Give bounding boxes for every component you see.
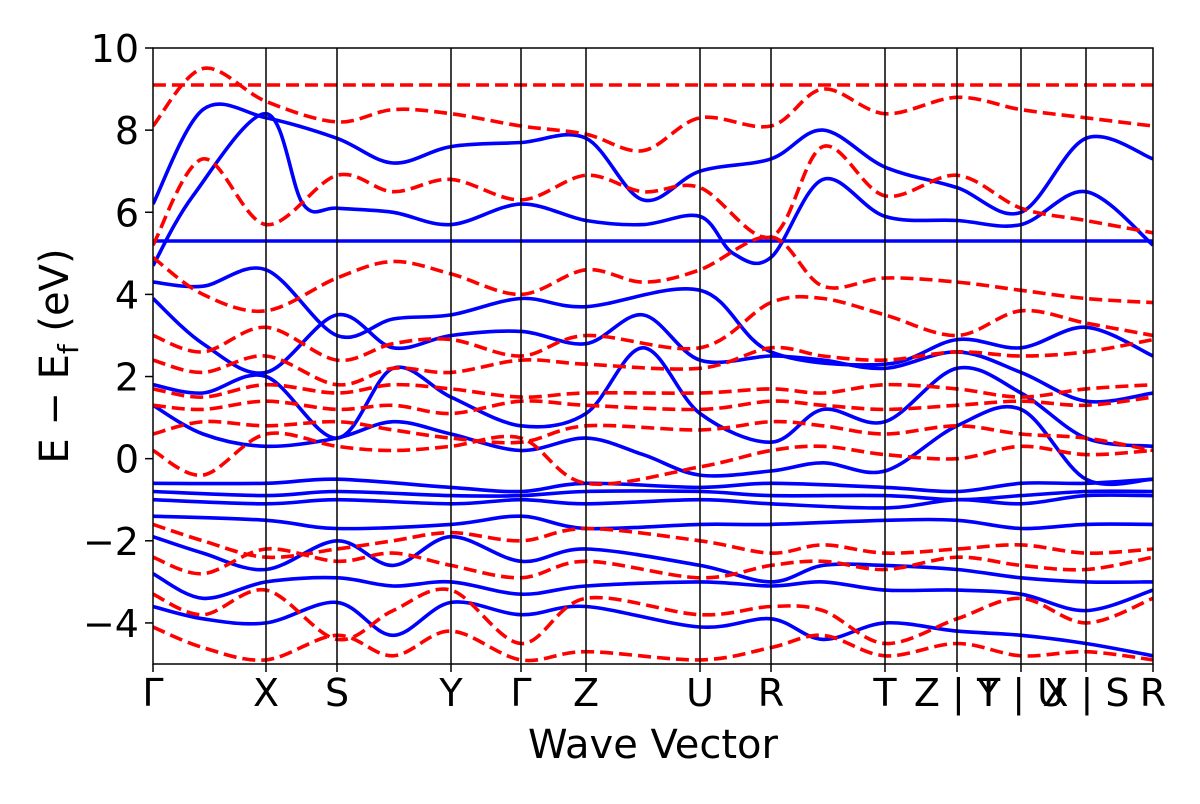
dashed-band-9 bbox=[153, 431, 1153, 486]
x-tick-label: R bbox=[758, 671, 784, 715]
y-tick-label: 0 bbox=[115, 438, 139, 482]
dashed-band-11 bbox=[153, 547, 1153, 580]
dashed-band-2 bbox=[153, 144, 1153, 246]
solid-band-2 bbox=[153, 111, 1153, 267]
x-tick-label: X bbox=[253, 671, 279, 715]
dashed-band-3 bbox=[153, 235, 1153, 314]
y-label-pre: E − E bbox=[32, 354, 78, 464]
x-tick-label: S bbox=[325, 671, 349, 715]
solid-band-5 bbox=[153, 346, 1153, 449]
dashed-band-12 bbox=[153, 587, 1153, 646]
kpoint-separators bbox=[265, 48, 1087, 664]
x-tick-label: T | U bbox=[976, 671, 1065, 716]
solid-band-6 bbox=[153, 403, 1153, 487]
plot-frame bbox=[152, 47, 1154, 665]
y-axis-label: E − Ef (eV) bbox=[32, 248, 85, 463]
y-tick-label: 10 bbox=[91, 27, 139, 71]
solid-band-13 bbox=[153, 600, 1153, 658]
x-tick-label: Z | Y bbox=[914, 671, 1001, 716]
y-label-subscript: f bbox=[52, 343, 85, 354]
dashed-band-4 bbox=[153, 294, 1153, 363]
bands-layer bbox=[153, 66, 1153, 663]
x-tick-label: Γ bbox=[142, 671, 163, 715]
solid-band-1 bbox=[153, 102, 1153, 216]
y-tick-label: 2 bbox=[115, 356, 139, 400]
y-axis-ticks: −4 −2 0 2 4 6 8 10 bbox=[83, 27, 153, 646]
dashed-band-13 bbox=[153, 625, 1153, 663]
dashed-bands bbox=[153, 66, 1153, 663]
x-tick-label: U bbox=[686, 671, 714, 715]
solid-band-3 bbox=[153, 266, 1153, 367]
x-tick-label: X | S bbox=[1042, 671, 1129, 716]
x-tick-label: Z bbox=[573, 671, 599, 715]
dashed-band-1 bbox=[153, 66, 1153, 153]
y-tick-label: 4 bbox=[115, 273, 139, 317]
dashed-band-8 bbox=[153, 419, 1153, 453]
x-tick-label: Γ bbox=[510, 671, 531, 715]
y-label-post: (eV) bbox=[32, 248, 78, 344]
solid-band-4 bbox=[153, 297, 1153, 404]
solid-band-10 bbox=[153, 514, 1153, 531]
x-tick-label: T bbox=[872, 671, 897, 715]
dashed-band-7 bbox=[153, 395, 1153, 416]
dashed-band-5 bbox=[153, 337, 1153, 387]
y-tick-label: 8 bbox=[115, 109, 139, 153]
y-tick-label: −2 bbox=[83, 520, 139, 564]
x-axis-label: Wave Vector bbox=[528, 722, 779, 768]
solid-band-8 bbox=[153, 489, 1153, 502]
y-tick-label: 6 bbox=[115, 191, 139, 235]
y-tick-label: −4 bbox=[83, 602, 139, 646]
x-tick-label: R bbox=[1140, 671, 1166, 715]
solid-band-12 bbox=[153, 572, 1153, 613]
x-tick-label: Y bbox=[438, 671, 463, 715]
dashed-band-6 bbox=[153, 382, 1153, 399]
